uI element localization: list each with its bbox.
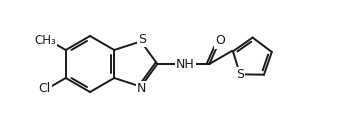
Text: S: S: [236, 68, 244, 81]
Text: NH: NH: [176, 58, 195, 70]
Text: Cl: Cl: [38, 83, 51, 96]
Text: O: O: [216, 35, 225, 47]
Text: CH₃: CH₃: [35, 34, 56, 46]
Text: N: N: [137, 82, 147, 95]
Text: S: S: [138, 33, 146, 46]
